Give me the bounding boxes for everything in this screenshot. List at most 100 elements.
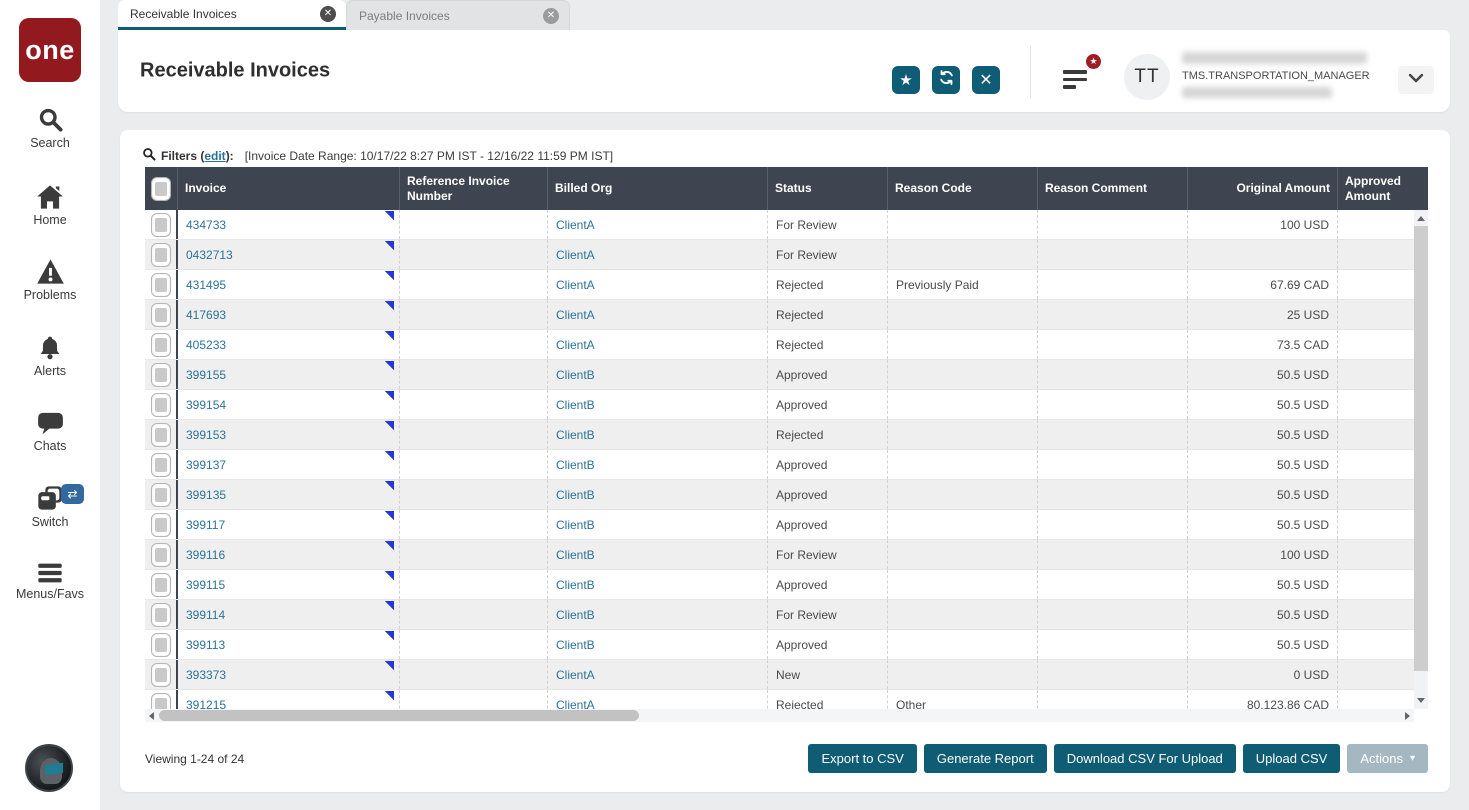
scroll-right-arrow-icon[interactable] xyxy=(1405,712,1410,720)
row-checkbox[interactable] xyxy=(150,512,171,537)
column-header-reason-comment[interactable]: Reason Comment xyxy=(1038,167,1188,210)
user-info[interactable]: TMS.TRANSPORTATION_MANAGER xyxy=(1182,52,1392,98)
invoice-link[interactable]: 399117 xyxy=(186,517,226,532)
billed-org-link[interactable]: ClientB xyxy=(556,487,595,502)
vertical-scrollbar-thumb[interactable] xyxy=(1414,226,1428,671)
favorite-button[interactable]: ★ xyxy=(892,66,920,94)
row-checkbox[interactable] xyxy=(150,332,171,357)
sidebar-item-switch[interactable]: Switch xyxy=(0,484,100,529)
column-header-original-amount[interactable]: Original Amount xyxy=(1188,167,1338,210)
row-checkbox[interactable] xyxy=(150,302,171,327)
billed-org-link[interactable]: ClientA xyxy=(556,217,595,232)
column-header-approved-amount[interactable]: Approved Amount xyxy=(1345,173,1402,203)
sidebar-item-chats[interactable]: Chats xyxy=(0,410,100,453)
invoice-link[interactable]: 399115 xyxy=(186,577,226,592)
row-checkbox[interactable] xyxy=(150,272,171,297)
row-checkbox[interactable] xyxy=(150,692,171,709)
row-checkbox[interactable] xyxy=(150,542,171,567)
billed-org-link[interactable]: ClientB xyxy=(556,427,595,442)
vertical-scrollbar[interactable] xyxy=(1414,210,1428,709)
notifications-menu-button[interactable] xyxy=(1063,70,1095,96)
billed-org-link[interactable]: ClientB xyxy=(556,637,595,652)
invoice-link[interactable]: 399135 xyxy=(186,487,227,502)
export-to-csv-button[interactable]: Export to CSV xyxy=(808,744,917,773)
invoice-link[interactable]: 399153 xyxy=(186,427,227,442)
sidebar-item-menus-favs[interactable]: Menus/Favs xyxy=(0,562,100,601)
billed-org-link[interactable]: ClientA xyxy=(556,307,595,322)
invoice-link[interactable]: 417693 xyxy=(186,307,227,322)
tab-close-icon[interactable]: ✕ xyxy=(320,5,336,22)
billed-org-link[interactable]: ClientB xyxy=(556,517,595,532)
column-header-billed-org[interactable]: Billed Org xyxy=(548,167,768,210)
scroll-left-arrow-icon[interactable] xyxy=(149,712,154,720)
row-checkbox[interactable] xyxy=(150,632,171,657)
billed-org-link[interactable]: ClientA xyxy=(556,277,595,292)
row-checkbox[interactable] xyxy=(150,362,171,387)
reason-comment-cell xyxy=(1038,630,1188,659)
column-header-status[interactable]: Status xyxy=(768,167,888,210)
billed-org-link[interactable]: ClientA xyxy=(556,667,595,682)
sidebar-item-alerts[interactable]: Alerts xyxy=(0,334,100,378)
invoice-link[interactable]: 399114 xyxy=(186,607,226,622)
row-checkbox[interactable] xyxy=(150,422,171,447)
row-checkbox[interactable] xyxy=(150,572,171,597)
neo-assistant-avatar[interactable] xyxy=(25,744,73,792)
switch-badge-icon[interactable]: ⇄ xyxy=(61,484,84,504)
row-checkbox-cell xyxy=(145,630,178,659)
billed-org-link[interactable]: ClientA xyxy=(556,697,595,710)
tab-close-icon[interactable]: ✕ xyxy=(543,7,559,24)
column-header-reference-invoice-number[interactable]: Reference Invoice Number xyxy=(400,167,548,210)
sidebar: one Search Home Problems Alerts Chats xyxy=(0,0,100,810)
invoice-link[interactable]: 405233 xyxy=(186,337,227,352)
invoice-link[interactable]: 0432713 xyxy=(186,247,233,262)
row-checkbox[interactable] xyxy=(150,452,171,477)
filters-edit-link[interactable]: edit xyxy=(204,148,226,163)
tab-receivable-invoices[interactable]: Receivable Invoices ✕ xyxy=(118,0,346,30)
invoice-link[interactable]: 399154 xyxy=(186,397,227,412)
invoice-link[interactable]: 399113 xyxy=(186,637,226,652)
invoice-link[interactable]: 393373 xyxy=(186,667,227,682)
refresh-button[interactable] xyxy=(932,66,960,94)
reason-comment-cell xyxy=(1038,690,1188,709)
invoice-link[interactable]: 399116 xyxy=(186,547,226,562)
row-checkbox[interactable] xyxy=(150,212,171,237)
billed-org-link[interactable]: ClientB xyxy=(556,547,595,562)
sidebar-item-search[interactable]: Search xyxy=(0,106,100,150)
row-checkbox[interactable] xyxy=(150,242,171,267)
select-all-checkbox[interactable] xyxy=(151,176,171,201)
download-csv-for-upload-button[interactable]: Download CSV For Upload xyxy=(1053,744,1236,773)
row-checkbox[interactable] xyxy=(150,602,171,627)
user-avatar[interactable]: TT xyxy=(1124,54,1170,100)
generate-report-button[interactable]: Generate Report xyxy=(923,744,1047,773)
scroll-down-arrow-icon[interactable] xyxy=(1417,698,1425,703)
horizontal-scrollbar-thumb[interactable] xyxy=(159,710,639,721)
billed-org-link[interactable]: ClientA xyxy=(556,337,595,352)
billed-org-link[interactable]: ClientB xyxy=(556,367,595,382)
scroll-up-arrow-icon[interactable] xyxy=(1417,216,1425,221)
user-menu-dropdown-button[interactable] xyxy=(1398,66,1434,94)
invoice-link[interactable]: 399137 xyxy=(186,457,227,472)
invoice-link[interactable]: 434733 xyxy=(186,217,227,232)
invoice-link[interactable]: 391215 xyxy=(186,697,227,710)
upload-csv-button[interactable]: Upload CSV xyxy=(1242,744,1341,773)
column-header-invoice[interactable]: Invoice xyxy=(178,167,400,210)
actions-dropdown-button[interactable]: Actions ▾ xyxy=(1347,744,1428,773)
sidebar-item-home[interactable]: Home xyxy=(0,184,100,227)
tab-payable-invoices[interactable]: Payable Invoices ✕ xyxy=(346,0,570,30)
row-checkbox[interactable] xyxy=(150,392,171,417)
horizontal-scrollbar[interactable] xyxy=(145,709,1414,722)
sidebar-label-switch: Chats xyxy=(33,439,67,453)
invoice-link[interactable]: 399155 xyxy=(186,367,227,382)
close-page-button[interactable]: ✕ xyxy=(972,66,1000,94)
column-header-reason-code[interactable]: Reason Code xyxy=(888,167,1038,210)
billed-org-link[interactable]: ClientB xyxy=(556,577,595,592)
one-network-logo[interactable]: one xyxy=(19,18,81,82)
row-checkbox[interactable] xyxy=(150,662,171,687)
sidebar-item-problems[interactable]: Problems xyxy=(0,258,100,302)
billed-org-link[interactable]: ClientA xyxy=(556,247,595,262)
invoice-link[interactable]: 431495 xyxy=(186,277,227,292)
billed-org-link[interactable]: ClientB xyxy=(556,607,595,622)
billed-org-link[interactable]: ClientB xyxy=(556,397,595,412)
billed-org-link[interactable]: ClientB xyxy=(556,457,595,472)
row-checkbox[interactable] xyxy=(150,482,171,507)
